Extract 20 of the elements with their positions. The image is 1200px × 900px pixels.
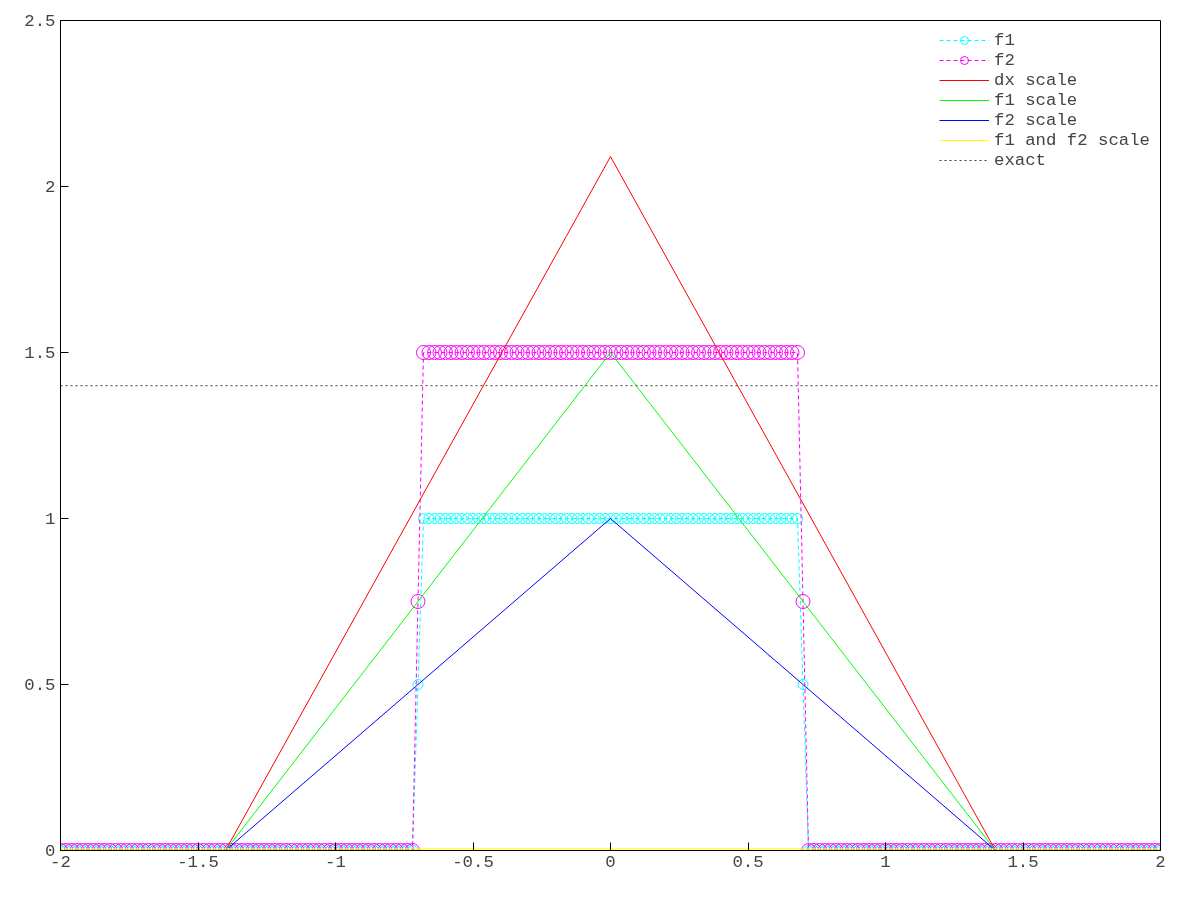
legend-label: f1 and f2 scale bbox=[994, 130, 1150, 150]
y-tick-label: 0.5 bbox=[24, 676, 56, 695]
x-tick-label: 1 bbox=[880, 852, 891, 872]
y-tick-label: 1 bbox=[45, 510, 56, 529]
x-tick-label: 2 bbox=[1155, 852, 1166, 872]
legend-label: f1 bbox=[994, 30, 1015, 50]
legend-label: f2 scale bbox=[994, 110, 1078, 130]
legend-label: dx scale bbox=[994, 70, 1078, 90]
x-tick-label: 0 bbox=[605, 852, 616, 872]
x-tick-label: -1.5 bbox=[177, 852, 219, 872]
x-tick-label: 1.5 bbox=[1007, 852, 1039, 872]
x-tick-label: -0.5 bbox=[452, 852, 494, 872]
legend-label: f1 scale bbox=[994, 90, 1078, 110]
y-tick-label: 2.5 bbox=[24, 12, 56, 31]
x-tick-label: -1 bbox=[325, 852, 346, 872]
y-tick-label: 2 bbox=[45, 178, 56, 197]
y-tick-label: 1.5 bbox=[24, 344, 56, 363]
legend-label: f2 bbox=[994, 50, 1015, 70]
x-tick-label: 0.5 bbox=[732, 852, 764, 872]
legend-label: exact bbox=[994, 150, 1047, 170]
